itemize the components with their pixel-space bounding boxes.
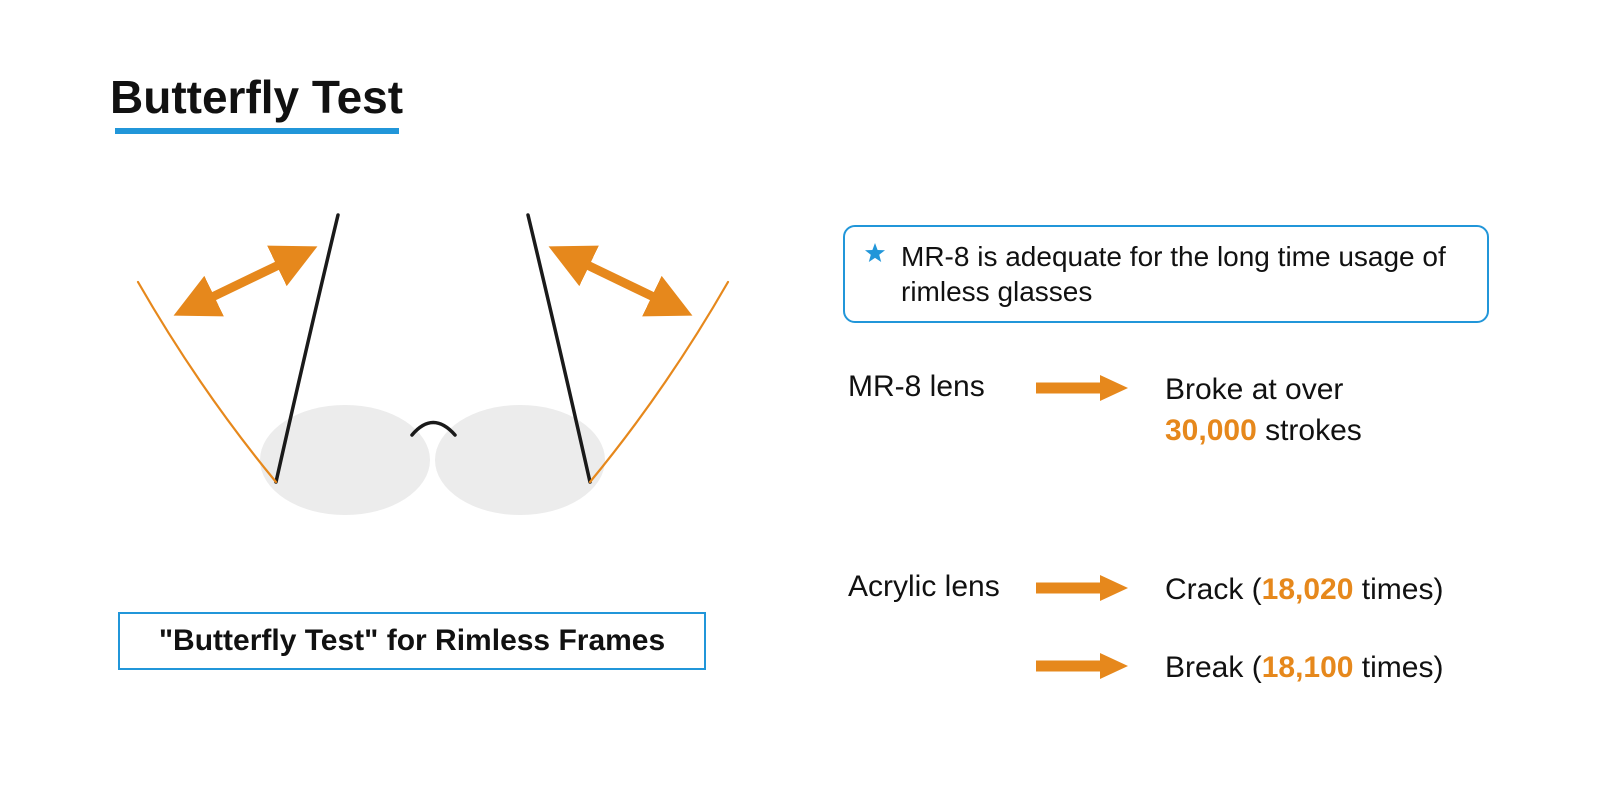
arrow-right-icon [1032, 651, 1132, 681]
star-icon [863, 241, 887, 265]
arrow-right-icon [1032, 373, 1132, 403]
mr8-pre: Broke at over [1165, 373, 1343, 406]
acrylic-break-pre: Break ( [1165, 651, 1262, 684]
mr8-number: 30,000 [1165, 414, 1257, 447]
diagram-caption: "Butterfly Test" for Rimless Frames [118, 612, 706, 670]
mr8-label: MR-8 lens [848, 370, 985, 404]
acrylic-crack-number: 18,020 [1262, 573, 1354, 606]
acrylic-break-number: 18,100 [1262, 651, 1354, 684]
title-underline [115, 128, 399, 134]
acrylic-label: Acrylic lens [848, 570, 1000, 604]
diagram-caption-text: "Butterfly Test" for Rimless Frames [159, 624, 665, 658]
butterfly-test-diagram [90, 210, 740, 570]
callout-text: MR-8 is adequate for the long time usage… [901, 241, 1446, 307]
acrylic-break-result: Break (18,100 times) [1165, 648, 1443, 689]
callout-box: MR-8 is adequate for the long time usage… [843, 225, 1489, 323]
mr8-result: Broke at over 30,000 strokes [1165, 370, 1525, 451]
arrow-right-icon [1032, 573, 1132, 603]
acrylic-crack-result: Crack (18,020 times) [1165, 570, 1443, 611]
page-title: Butterfly Test [110, 70, 403, 124]
mr8-post: strokes [1257, 414, 1362, 447]
acrylic-crack-pre: Crack ( [1165, 573, 1262, 606]
acrylic-break-post: times) [1353, 651, 1443, 684]
acrylic-crack-post: times) [1353, 573, 1443, 606]
